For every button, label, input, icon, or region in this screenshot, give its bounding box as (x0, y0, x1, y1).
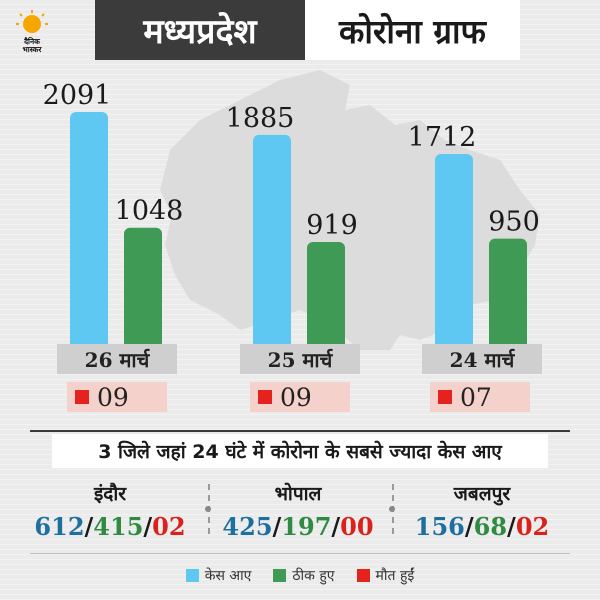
district-name: इंदौर (93, 483, 127, 505)
deaths-value-1: 09 (280, 382, 312, 412)
district-name: जबलपुर (453, 483, 511, 505)
sun-icon (16, 10, 48, 33)
stat-separator: / (272, 512, 282, 541)
recovered-bar-0 (124, 227, 162, 350)
recovered-value-label-1: 919 (306, 210, 358, 241)
deaths-box-0: 09 (67, 382, 167, 412)
stat-separator: / (84, 512, 94, 541)
cases-bar-2 (435, 154, 473, 350)
district-recovered: 68 (473, 512, 508, 541)
legend-item-deaths: मौत हुईं (356, 566, 415, 585)
district-cases: 425 (222, 512, 273, 541)
date-label-2: 24 मार्च (422, 344, 542, 374)
page-title-topic: कोरोना ग्राफ (305, 0, 520, 60)
date-label-0: 26 मार्च (57, 344, 177, 374)
separator-dot (205, 506, 211, 512)
stat-separator: / (331, 512, 341, 541)
dainik-bhaskar-logo: दैनिक भास्कर (8, 8, 56, 56)
district-cases: 612 (34, 512, 85, 541)
cases-value-label-1: 1885 (226, 103, 295, 134)
recovered-value-label-0: 1048 (115, 196, 184, 227)
legend-swatch (273, 569, 287, 582)
district-deaths: 02 (152, 512, 186, 541)
legend-item-cases: केस आए (185, 566, 252, 585)
legend: केस आए ठीक हुए मौत हुईं (0, 566, 600, 585)
cases-value-label-0: 2091 (43, 80, 112, 111)
date-label-1: 25 मार्च (240, 344, 360, 374)
recovered-bar-1 (307, 242, 345, 350)
district-stats: 425/197/00 (208, 512, 388, 541)
cases-bar-0 (70, 112, 108, 350)
legend-label: केस आए (204, 568, 252, 584)
district-stats: 156/68/02 (392, 512, 572, 541)
district-name: भोपाल (274, 483, 322, 505)
cases-bar-1 (253, 134, 291, 350)
recovered-bar-2 (489, 238, 527, 350)
legend-item-recovered: ठीक हुए (273, 566, 335, 585)
district-2: जबलपुर 156/68/02 (392, 480, 572, 541)
district-deaths: 00 (340, 512, 374, 541)
page-title-state: मध्यप्रदेश (95, 0, 305, 60)
stat-separator: / (507, 512, 516, 541)
district-0: इंदौर 612/415/02 (20, 480, 200, 541)
logo-wordmark: दैनिक भास्कर (22, 37, 42, 54)
stat-separator: / (143, 512, 153, 541)
district-recovered: 415 (93, 512, 144, 541)
death-square-icon (258, 390, 272, 404)
deaths-value-0: 09 (97, 382, 129, 412)
district-recovered: 197 (281, 512, 332, 541)
legend-swatch (185, 569, 199, 582)
legend-divider (30, 553, 570, 554)
cases-value-label-2: 1712 (408, 122, 477, 153)
section-divider (30, 430, 570, 432)
deaths-value-2: 07 (460, 382, 492, 412)
death-square-icon (75, 390, 89, 404)
district-1: भोपाल 425/197/00 (208, 480, 388, 541)
district-cases: 156 (414, 512, 465, 541)
death-square-icon (438, 390, 452, 404)
separator-dot (389, 506, 395, 512)
deaths-box-1: 09 (250, 382, 350, 412)
stat-separator: / (464, 512, 474, 541)
district-deaths: 02 (515, 512, 550, 541)
district-banner: 3 जिले जहां 24 घंटे में कोरोना के सबसे ज… (52, 434, 548, 468)
legend-label: ठीक हुए (292, 568, 335, 584)
legend-label: मौत हुईं (375, 568, 415, 584)
deaths-box-2: 07 (430, 382, 530, 412)
page-header: मध्यप्रदेश कोरोना ग्राफ (95, 0, 520, 60)
district-stats: 612/415/02 (20, 512, 200, 541)
recovered-value-label-2: 950 (488, 207, 540, 238)
legend-swatch (356, 569, 370, 582)
